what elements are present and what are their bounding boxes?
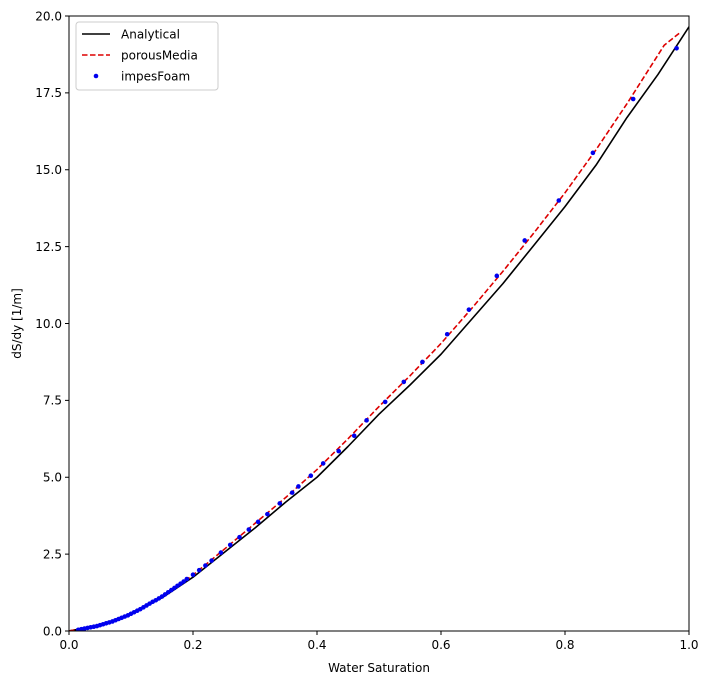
point-impesfoam-48 [296,484,301,489]
series-layer [69,26,689,631]
point-impesfoam-41 [227,542,233,548]
y-axis-label: dS/dy [1/m] [10,288,24,359]
point-impesfoam-63 [630,96,636,102]
x-axis-label: Water Saturation [328,661,430,675]
point-impesfoam-49 [308,473,314,479]
y-tick-label-6: 15.0 [35,163,62,177]
point-impesfoam-64 [674,45,679,51]
point-impesfoam-44 [255,519,261,525]
point-impesfoam-46 [277,501,283,506]
x-tick-label-2: 0.4 [307,638,326,652]
x-axis-ticks: 0.0 0.2 0.4 0.6 0.8 1.0 [59,631,699,652]
point-impesfoam-40 [218,550,224,555]
y-tick-label-3: 7.5 [43,394,62,408]
legend: Analytical porousMedia impesFoam [75,21,219,91]
point-impesfoam-56 [420,359,425,365]
point-impesfoam-61 [556,198,562,203]
legend-label-porousmedia: porousMedia [121,49,198,63]
point-impesfoam-58 [466,307,472,312]
y-tick-label-8: 20.0 [35,9,62,23]
series-line-porousmedia [69,32,681,631]
y-tick-label-5: 12.5 [35,240,62,254]
point-impesfoam-43 [246,527,252,532]
legend-box [75,21,219,91]
point-impesfoam-59 [494,273,500,279]
y-tick-label-7: 17.5 [35,86,62,100]
point-impesfoam-45 [265,511,270,517]
point-impesfoam-37 [196,567,202,573]
point-impesfoam-53 [364,418,369,423]
plot-background [69,16,689,631]
legend-marker-impesfoam [93,73,99,79]
legend-label-analytical: Analytical [121,28,180,42]
point-impesfoam-42 [237,534,242,540]
point-impesfoam-34 [181,579,186,584]
y-tick-label-2: 5.0 [43,471,62,485]
point-impesfoam-57 [444,331,450,337]
y-tick-label-0: 0.0 [43,624,62,638]
point-impesfoam-50 [320,461,326,466]
x-tick-label-1: 0.2 [183,638,202,652]
x-tick-label-5: 1.0 [679,638,698,652]
series-impesfoam [76,45,679,631]
x-tick-label-0: 0.0 [59,638,78,652]
legend-label-impesfoam: impesFoam [121,70,190,84]
point-impesfoam-35 [184,576,190,582]
point-impesfoam-39 [209,558,214,563]
point-impesfoam-54 [382,399,388,405]
point-impesfoam-60 [522,238,527,243]
point-impesfoam-38 [203,563,208,568]
y-tick-label-4: 10.0 [35,317,62,331]
y-tick-label-1: 2.5 [43,547,62,561]
point-impesfoam-55 [401,379,407,385]
x-tick-label-4: 0.8 [555,638,574,652]
point-impesfoam-62 [590,150,596,156]
x-tick-label-3: 0.6 [431,638,450,652]
point-impesfoam-47 [289,490,295,495]
point-impesfoam-52 [351,433,357,439]
point-impesfoam-51 [336,448,342,454]
y-axis-ticks: 0.0 2.5 5.0 7.5 10.0 12.5 15.0 17.5 20.0 [35,9,69,638]
point-impesfoam-36 [190,572,196,578]
